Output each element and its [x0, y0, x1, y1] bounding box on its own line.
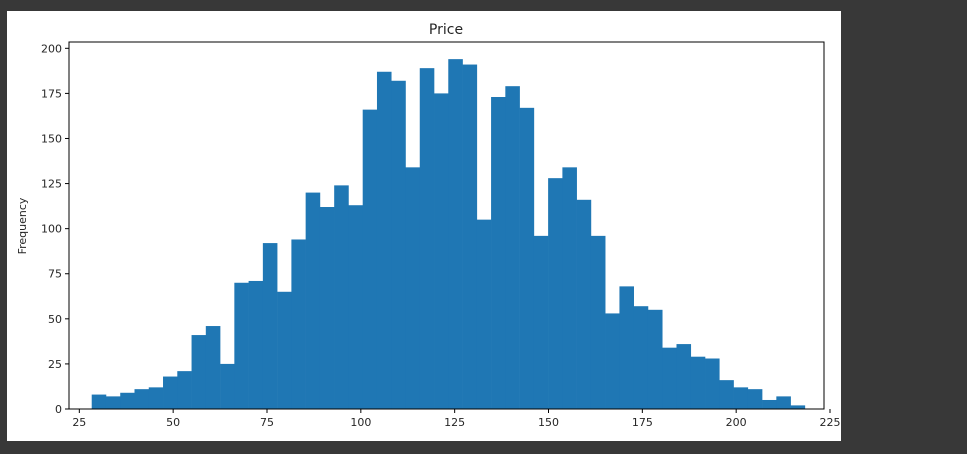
histogram-bar [419, 68, 435, 410]
histogram-bar [576, 199, 592, 409]
x-tick-label: 50 [166, 416, 180, 429]
y-tick-label: 175 [41, 87, 62, 100]
figure-canvas: Price 25 50 75 100 125 150 175 200 225 0 25 50 75 10… [7, 11, 841, 441]
histogram-bar [148, 387, 164, 409]
y-tick-label: 0 [55, 403, 62, 416]
histogram-bar [548, 178, 563, 409]
histogram-bar [705, 358, 720, 409]
y-tick-label: 100 [41, 223, 62, 236]
histogram-bar [776, 396, 791, 409]
x-tick-label: 25 [72, 416, 86, 429]
histogram-bar [177, 371, 192, 409]
y-tick-label: 125 [41, 178, 62, 191]
histogram-bar [762, 399, 777, 409]
histogram-bar [434, 93, 449, 410]
y-tick-label: 50 [48, 313, 62, 326]
plot-frame [68, 41, 825, 410]
histogram-bar [220, 363, 235, 409]
histogram-bar [633, 306, 649, 409]
histogram-bar [163, 376, 178, 409]
histogram-bar [305, 192, 321, 409]
histogram-bar [362, 109, 378, 409]
x-tick-label: 75 [260, 416, 274, 429]
histogram-bar [647, 309, 663, 409]
histogram-bar [533, 235, 549, 409]
y-axis-title: Frequency [16, 197, 29, 254]
histogram-bar [191, 335, 207, 409]
x-tick-label: 175 [632, 416, 653, 429]
histogram-bar [747, 389, 763, 409]
histogram-bar [277, 291, 292, 409]
y-tick-label: 200 [41, 42, 62, 55]
histogram-bar [790, 405, 806, 409]
histogram-bar [348, 205, 363, 409]
histogram-bar [334, 185, 349, 409]
histogram-bar [262, 243, 278, 409]
histogram-bar [391, 80, 406, 410]
histogram-bar [733, 387, 749, 409]
histogram-bar [676, 344, 692, 409]
histogram-bar [319, 207, 335, 409]
x-tick-label: 150 [538, 416, 559, 429]
histogram-bars [91, 59, 806, 410]
histogram-bar [662, 347, 677, 409]
histogram-bar [605, 313, 620, 409]
y-tick-label: 25 [48, 358, 62, 371]
y-tick-label: 75 [48, 268, 62, 281]
histogram-bar [590, 235, 606, 409]
histogram-bar [134, 389, 150, 409]
x-tick-label: 125 [444, 416, 465, 429]
histogram-bar [405, 167, 421, 409]
y-tick-label: 150 [41, 132, 62, 145]
x-tick-label: 225 [820, 416, 841, 429]
histogram-bar [519, 107, 535, 409]
histogram-bar [476, 219, 492, 409]
histogram-bar [91, 394, 107, 409]
chart-title: Price [429, 22, 463, 38]
histogram-bar [719, 380, 734, 409]
x-tick-label: 100 [350, 416, 371, 429]
x-axis: 25 50 75 100 125 150 175 200 225 [72, 409, 841, 429]
histogram-bar [205, 326, 221, 409]
histogram-bar [234, 282, 249, 409]
x-tick-label: 200 [726, 416, 747, 429]
histogram-bar [690, 356, 706, 409]
histogram-bar [291, 239, 306, 409]
histogram-bar [448, 59, 463, 409]
y-axis: 0 25 50 75 100 125 150 175 200 [41, 42, 69, 416]
histogram-bar [376, 71, 392, 409]
histogram-bar [505, 86, 520, 410]
histogram-bar [248, 280, 264, 409]
histogram-chart: Price 25 50 75 100 125 150 175 200 225 0 25 50 75 10… [16, 22, 841, 429]
histogram-bar [562, 167, 577, 409]
histogram-bar [491, 97, 506, 409]
histogram-bar [120, 392, 135, 409]
histogram-bar [462, 64, 478, 409]
histogram-bar [105, 396, 121, 409]
histogram-bar [619, 286, 634, 409]
